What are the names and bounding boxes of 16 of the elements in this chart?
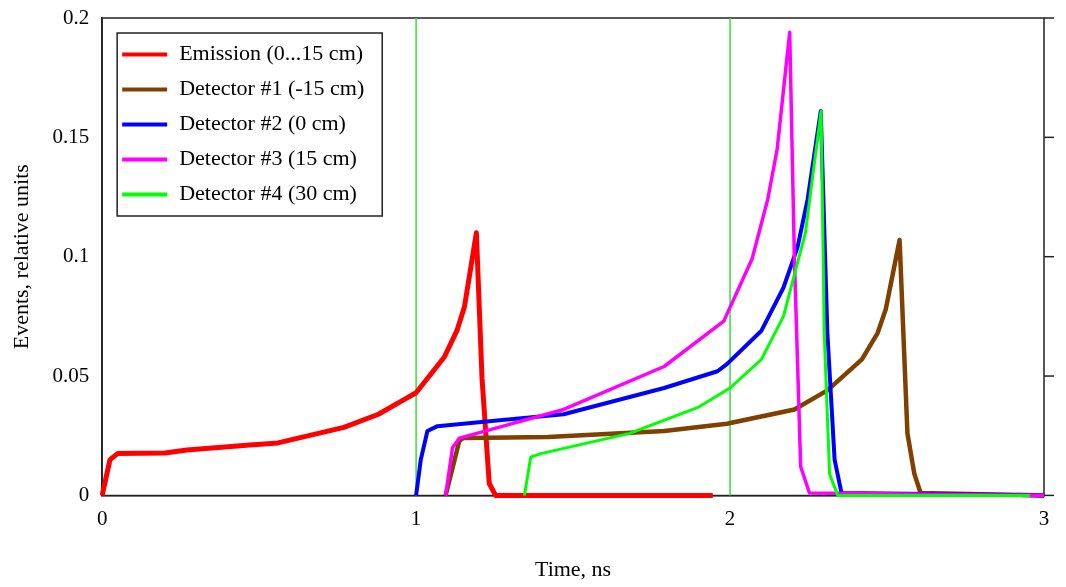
y-tick-label: 0.15: [52, 123, 90, 148]
y-tick-label: 0: [78, 481, 90, 506]
legend-label: Detector #3 (15 cm): [179, 145, 357, 171]
x-axis-title: Time, ns: [534, 555, 612, 581]
x-tick-label: 2: [724, 505, 736, 530]
y-axis-title: Events, relative units: [7, 164, 33, 350]
x-tick-label: 0: [96, 505, 108, 530]
legend-label: Detector #1 (-15 cm): [179, 75, 365, 101]
y-tick-label: 0.05: [52, 362, 90, 387]
y-tick-label: 0.2: [62, 4, 90, 29]
x-tick-label: 3: [1038, 505, 1050, 530]
legend-label: Detector #4 (30 cm): [179, 180, 357, 206]
y-tick-label: 0.1: [62, 243, 90, 268]
legend-label: Detector #2 (0 cm): [179, 110, 346, 136]
x-tick-label: 1: [410, 505, 422, 530]
legend-label: Emission (0...15 cm): [179, 40, 364, 66]
